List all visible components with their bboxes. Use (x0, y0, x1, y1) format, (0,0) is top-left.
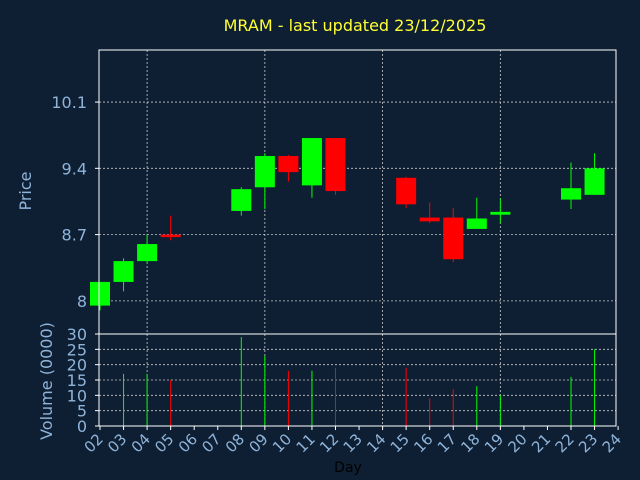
candle-body (584, 168, 605, 195)
candle-body (90, 281, 110, 306)
price-panel: 8 8.7 9.4 10.1 (51, 49, 617, 335)
price-tick-label: 10.1 (51, 93, 87, 112)
candle-body (561, 188, 581, 200)
candle-body (419, 217, 440, 222)
candle-body (231, 189, 252, 211)
candle-body (278, 156, 299, 173)
chart-title: MRAM - last updated 23/12/2025 (224, 16, 487, 35)
candle-body (301, 138, 322, 186)
price-tick-label: 9.4 (62, 159, 87, 178)
volume-tick-label: 10 (67, 386, 87, 405)
volume-tick-label: 0 (77, 417, 87, 436)
volume-tick-label: 30 (67, 325, 87, 344)
price-tick-label: 8.7 (62, 226, 87, 245)
volume-bars (123, 337, 596, 426)
candle-body (490, 211, 511, 215)
volume-tick-label: 15 (67, 371, 87, 390)
candles (90, 138, 605, 311)
price-y-ticks: 8 8.7 9.4 10.1 (51, 93, 99, 311)
x-axis-label: Day (334, 460, 362, 476)
candle-body (254, 156, 275, 188)
candle-body (137, 244, 158, 262)
candle-body (113, 261, 134, 282)
candle-body (443, 217, 464, 260)
volume-tick-label: 20 (67, 356, 87, 375)
volume-tick-label: 5 (77, 402, 87, 421)
candle-body (160, 234, 181, 238)
candle-body (396, 177, 417, 205)
volume-axis-label: Volume (0000) (37, 322, 56, 440)
candle-body (466, 218, 487, 229)
volume-tick-label: 25 (67, 340, 87, 359)
price-tick-label: 8 (77, 292, 87, 311)
candle-body (325, 138, 346, 192)
price-axis-label: Price (16, 171, 35, 210)
volume-panel-frame (98, 333, 617, 427)
